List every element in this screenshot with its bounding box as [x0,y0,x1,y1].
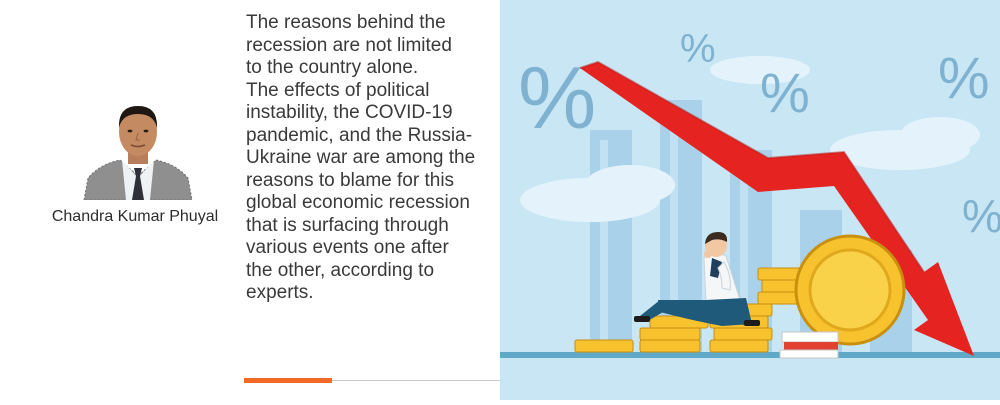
percent-icon: % [680,27,716,71]
percent-icon: % [760,61,810,124]
percent-icon: % [962,190,1000,242]
quote-line: The effects of political [246,79,430,101]
quote-line: Ukraine war are among the [246,147,476,168]
author-name: Chandra Kumar Phuyal [51,208,219,225]
percent-icons: % % % % % [518,27,1000,242]
quote-line: that is surfacing through [246,214,449,236]
books-icon [779,331,839,359]
percent-icon: % [518,48,596,147]
author-photo [78,96,198,200]
quote-line: global economic recession [246,192,470,213]
quote-text: The reasons behind the recession are not… [246,12,506,305]
quote-line: instability, the COVID-19 [246,102,453,123]
accent-bar [244,378,332,383]
divider-line [244,380,500,381]
quote-line: the other, according to [246,259,435,281]
clouds [520,56,980,222]
falling-arrow-icon [580,62,974,356]
quote-line: various events one after [246,237,449,258]
quote-line: to the country alone. [246,57,419,78]
percent-icon: % [938,46,990,111]
big-coin-icon [794,234,906,346]
quote-line: pandemic, and the Russia- [246,124,473,146]
sad-businessman-figure [634,232,760,326]
quote-line: recession are not limited [246,34,452,56]
quote-line: reasons to blame for this [246,169,455,191]
quote-line: The reasons behind the [246,12,446,33]
quote-line: experts. [246,282,314,303]
recession-illustration: % % % % % [500,0,1000,400]
